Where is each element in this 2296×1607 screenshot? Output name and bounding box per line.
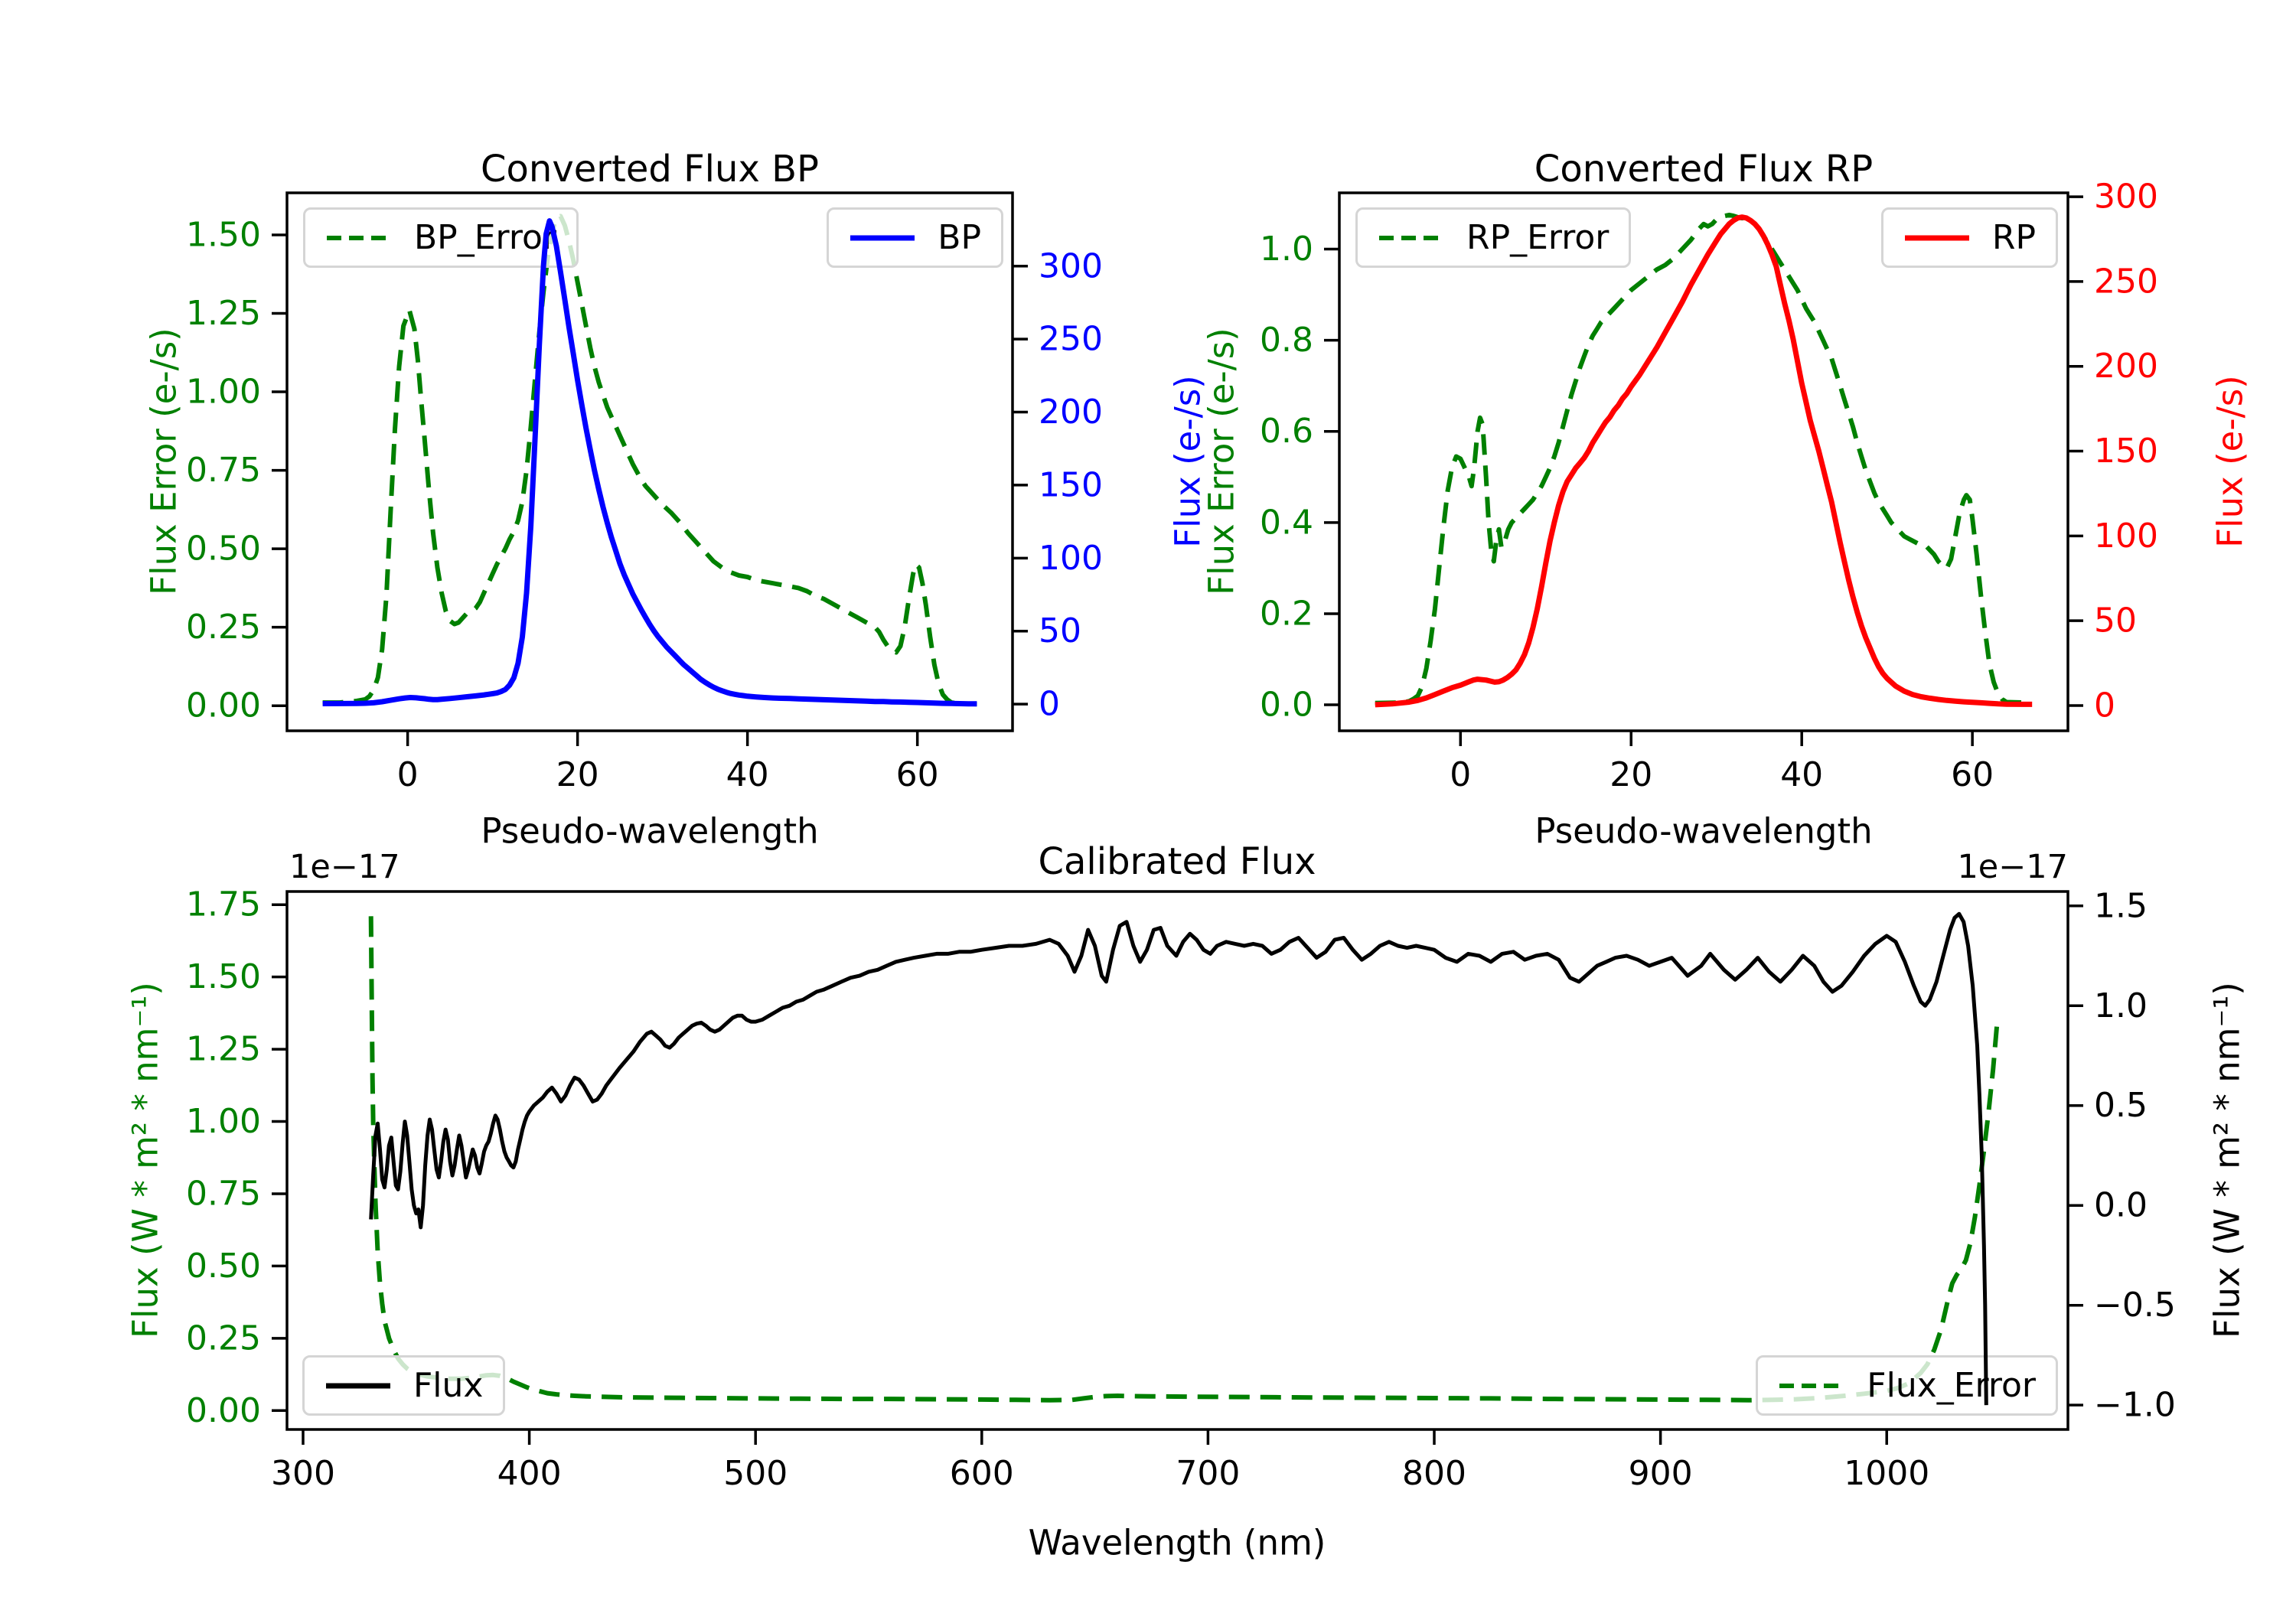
rp-error-line <box>1375 212 2024 706</box>
legend-label-rp: RP <box>1991 218 2036 257</box>
legend-label-bp: BP <box>938 218 981 257</box>
legend-label-rp-error: RP_Error <box>1466 218 1609 257</box>
bp-right-tick-label: 200 <box>1039 393 1103 432</box>
bp-error-line <box>322 214 977 707</box>
cal-right-tick-label: 0.5 <box>2094 1086 2148 1125</box>
xlabel-pseudo-wavelength-rp: Pseudo-wavelength <box>1534 810 1873 852</box>
bp-right-tick-label: 300 <box>1039 246 1103 285</box>
cal-spines <box>285 890 2069 1431</box>
rp-error-legend-line <box>1379 235 1443 240</box>
rp-right-tick-label: 100 <box>2094 517 2158 556</box>
bp-error-legend-line <box>327 235 391 240</box>
rp-left-tick-label: 0.2 <box>1260 594 1313 633</box>
bp-spines <box>285 191 1014 732</box>
cal-x-tick-label: 1000 <box>1844 1454 1929 1493</box>
legend-label-flux-error: Flux_Error <box>1867 1366 2036 1405</box>
xlabel-wavelength-nm: Wavelength (nm) <box>1028 1522 1326 1563</box>
rp-right-tick-label: 0 <box>2094 686 2115 725</box>
flux-error-line <box>368 916 2001 1403</box>
bp-right-tick-label: 0 <box>1039 685 1060 724</box>
xlabel-pseudo-wavelength-bp: Pseudo-wavelength <box>481 810 819 852</box>
legend-flux-error: Flux_Error <box>1756 1355 2058 1416</box>
cal-right-tick-label: −0.5 <box>2094 1286 2176 1325</box>
ylabel-flux-cal-left: Flux (W * m² * nm⁻¹) <box>125 982 166 1338</box>
bp-x-tick-label: 0 <box>397 755 419 794</box>
bp-left-tick-label: 0.25 <box>186 608 261 647</box>
cal-x-tick-label: 800 <box>1402 1454 1466 1493</box>
rp-spines <box>1338 191 2069 732</box>
cal-left-tick-label: 1.00 <box>186 1102 261 1141</box>
cal-right-tick-label: 0.0 <box>2094 1186 2148 1225</box>
bp-left-tick-label: 1.00 <box>186 373 261 412</box>
cal-x-tick-label: 400 <box>497 1454 562 1493</box>
cal-x-tick-label: 300 <box>271 1454 335 1493</box>
bp-right-tick-label: 100 <box>1039 539 1103 578</box>
legend-label-flux: Flux <box>413 1366 484 1405</box>
bp-left-tick-label: 1.25 <box>186 294 261 333</box>
bp-left-tick-label: 0.75 <box>186 451 261 490</box>
rp-x-tick-label: 40 <box>1780 755 1823 794</box>
rp-right-tick-label: 300 <box>2094 178 2158 217</box>
cal-right-tick-label: −1.0 <box>2094 1386 2176 1425</box>
cal-left-tick-label: 0.50 <box>186 1247 261 1286</box>
ylabel-flux-error-rp: Flux Error (e-/s) <box>1201 328 1242 595</box>
bp-x-tick-label: 60 <box>896 755 939 794</box>
rp-x-tick-label: 60 <box>1951 755 1994 794</box>
bp-left-tick-label: 1.50 <box>186 215 261 254</box>
cal-x-tick-label: 500 <box>723 1454 788 1493</box>
ylabel-flux-rp: Flux (e-/s) <box>2210 375 2251 548</box>
cal-right-tick-label: 1.0 <box>2094 986 2148 1025</box>
legend-rp: RP <box>1880 207 2058 268</box>
bp-legend-line <box>850 235 915 240</box>
ylabel-flux-error-bp: Flux Error (e-/s) <box>143 328 184 595</box>
ylabel-flux-cal-right: Flux (W * m² * nm⁻¹) <box>2206 982 2248 1338</box>
bp-x-tick-label: 20 <box>556 755 599 794</box>
rp-right-tick-label: 50 <box>2094 601 2137 641</box>
cal-left-tick-label: 0.75 <box>186 1174 261 1213</box>
cal-x-tick-label: 900 <box>1629 1454 1693 1493</box>
title-converted-flux-bp: Converted Flux BP <box>481 148 819 191</box>
legend-bp: BP <box>827 207 1003 268</box>
title-converted-flux-rp: Converted Flux RP <box>1534 148 1874 191</box>
rp-left-tick-label: 1.0 <box>1260 230 1313 269</box>
bp-right-tick-label: 50 <box>1039 611 1081 650</box>
legend-bp-error: BP_Error <box>303 207 579 268</box>
legend-label-bp-error: BP_Error <box>414 218 556 257</box>
offset-label-right: 1e−17 <box>1957 848 2068 886</box>
flux-legend-line <box>326 1383 390 1388</box>
cal-x-tick-label: 700 <box>1176 1454 1240 1493</box>
bp-x-tick-label: 40 <box>726 755 769 794</box>
title-calibrated-flux: Calibrated Flux <box>1038 840 1316 883</box>
cal-left-tick-label: 0.00 <box>186 1391 261 1430</box>
cal-left-tick-label: 1.75 <box>186 885 261 924</box>
bp-left-tick-label: 0.50 <box>186 530 261 569</box>
cal-left-tick-label: 0.25 <box>186 1319 261 1358</box>
cal-left-tick-label: 1.50 <box>186 957 261 996</box>
bp-right-tick-label: 150 <box>1039 465 1103 504</box>
bp-left-tick-label: 0.00 <box>186 686 261 725</box>
rp-left-tick-label: 0.0 <box>1260 686 1313 725</box>
rp-right-tick-label: 200 <box>2094 347 2158 386</box>
rp-right-tick-label: 250 <box>2094 262 2158 301</box>
rp-legend-line <box>1904 235 1969 240</box>
rp-left-tick-label: 0.6 <box>1260 412 1313 451</box>
offset-label-left: 1e−17 <box>289 848 400 886</box>
rp-left-tick-label: 0.8 <box>1260 321 1313 360</box>
rp-left-tick-label: 0.4 <box>1260 503 1313 542</box>
legend-rp-error: RP_Error <box>1355 207 1632 268</box>
cal-left-tick-label: 1.25 <box>186 1030 261 1069</box>
rp-x-tick-label: 20 <box>1609 755 1652 794</box>
rp-right-tick-label: 150 <box>2094 432 2158 471</box>
bp-right-tick-label: 250 <box>1039 320 1103 359</box>
rp-x-tick-label: 0 <box>1450 755 1471 794</box>
cal-x-tick-label: 600 <box>950 1454 1014 1493</box>
cal-right-tick-label: 1.5 <box>2094 886 2148 925</box>
flux-error-legend-line <box>1779 1383 1844 1388</box>
legend-flux: Flux <box>302 1355 506 1416</box>
